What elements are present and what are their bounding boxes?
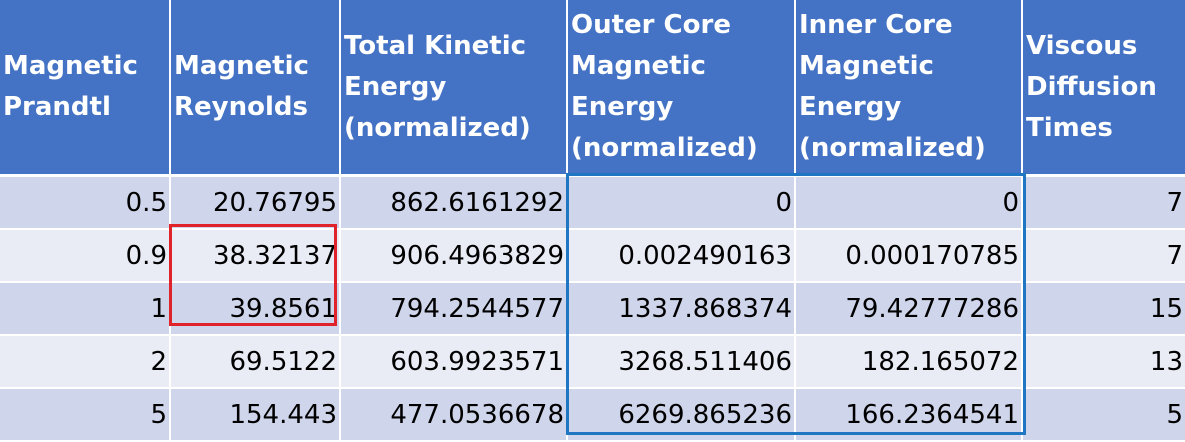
cell-viscous-diffusion-times: 7 <box>1022 229 1185 283</box>
cell-outer-core-magnetic-energy: 0 <box>567 175 796 230</box>
cell-magnetic-prandtl: 5 <box>0 388 171 442</box>
cell-magnetic-reynolds: 154.443 <box>170 388 341 442</box>
cell-inner-core-magnetic-energy: 79.42777286 <box>795 282 1023 336</box>
cell-total-kinetic-energy: 794.2544577 <box>340 282 568 336</box>
header-total-kinetic-energy: Total Kinetic Energy (normalized) <box>340 0 568 177</box>
header-magnetic-prandtl: Magnetic Prandtl <box>0 0 171 177</box>
table-row: 2 69.5122 603.9923571 3268.511406 182.16… <box>0 335 1185 389</box>
header-magnetic-reynolds: Magnetic Reynolds <box>170 0 341 177</box>
cell-total-kinetic-energy: 477.0536678 <box>340 388 568 442</box>
header-viscous-diffusion-times: Viscous Diffusion Times <box>1022 0 1185 177</box>
cell-viscous-diffusion-times: 7 <box>1022 175 1185 230</box>
header-inner-core-magnetic-energy: Inner Core Magnetic Energy (normalized) <box>795 0 1023 177</box>
cell-magnetic-reynolds: 69.5122 <box>170 335 341 389</box>
cell-total-kinetic-energy: 906.4963829 <box>340 229 568 283</box>
cell-magnetic-reynolds: 39.8561 <box>170 282 341 336</box>
cell-viscous-diffusion-times: 5 <box>1022 388 1185 442</box>
cell-outer-core-magnetic-energy: 3268.511406 <box>567 335 796 389</box>
cell-inner-core-magnetic-energy: 0.000170785 <box>795 229 1023 283</box>
cell-outer-core-magnetic-energy: 0.002490163 <box>567 229 796 283</box>
table-row: 5 154.443 477.0536678 6269.865236 166.23… <box>0 388 1185 442</box>
cell-inner-core-magnetic-energy: 182.165072 <box>795 335 1023 389</box>
cell-inner-core-magnetic-energy: 0 <box>795 175 1023 230</box>
cell-total-kinetic-energy: 862.6161292 <box>340 175 568 230</box>
cell-magnetic-prandtl: 1 <box>0 282 171 336</box>
cell-inner-core-magnetic-energy: 166.2364541 <box>795 388 1023 442</box>
cell-viscous-diffusion-times: 15 <box>1022 282 1185 336</box>
cell-magnetic-prandtl: 2 <box>0 335 171 389</box>
cell-magnetic-prandtl: 0.9 <box>0 229 171 283</box>
cell-magnetic-reynolds: 38.32137 <box>170 229 341 283</box>
cell-outer-core-magnetic-energy: 1337.868374 <box>567 282 796 336</box>
cell-magnetic-reynolds: 20.76795 <box>170 175 341 230</box>
table-row: 0.5 20.76795 862.6161292 0 0 7 <box>0 175 1185 230</box>
header-outer-core-magnetic-energy: Outer Core Magnetic Energy (normalized) <box>567 0 796 177</box>
header-row: Magnetic Prandtl Magnetic Reynolds Total… <box>0 0 1185 177</box>
cell-total-kinetic-energy: 603.9923571 <box>340 335 568 389</box>
table-row: 0.9 38.32137 906.4963829 0.002490163 0.0… <box>0 229 1185 283</box>
cell-viscous-diffusion-times: 13 <box>1022 335 1185 389</box>
cell-magnetic-prandtl: 0.5 <box>0 175 171 230</box>
table-row: 1 39.8561 794.2544577 1337.868374 79.427… <box>0 282 1185 336</box>
cell-outer-core-magnetic-energy: 6269.865236 <box>567 388 796 442</box>
